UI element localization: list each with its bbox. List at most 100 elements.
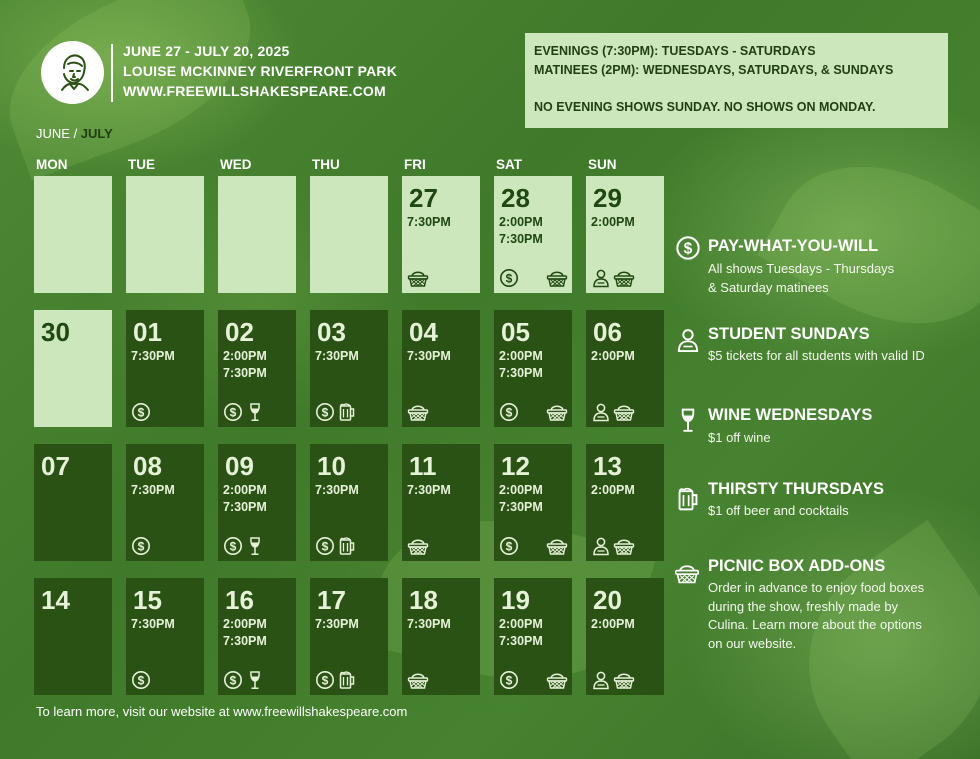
dayname-sun: SUN [588, 157, 617, 172]
basket-icon [407, 268, 429, 288]
legend-line: during the show, freshly made by [708, 598, 899, 614]
show-time: 2:00PM [499, 617, 543, 631]
website-link[interactable]: WWW.FREEWILLSHAKESPEARE.COM [123, 83, 386, 99]
show-time: 7:30PM [499, 232, 543, 246]
svg-text:$: $ [506, 405, 513, 419]
calendar-empty-tue [126, 176, 204, 293]
dollar-icon: $ [315, 670, 335, 690]
svg-text:$: $ [230, 405, 237, 419]
cell-icons: $ [223, 402, 292, 422]
day-number: 20 [593, 585, 622, 615]
cell-icons: $ [499, 402, 568, 422]
show-time: 2:00PM [499, 349, 543, 363]
cell-icons [591, 670, 660, 690]
legend-title-wine: WINE WEDNESDAYS [708, 406, 873, 424]
cell-icons: $ [223, 670, 292, 690]
legend-text-beer: $1 off beer and cocktails [708, 502, 948, 521]
legend-line: & Saturday matinees [708, 279, 829, 295]
show-time: 7:30PM [223, 366, 267, 380]
day-number: 05 [501, 317, 530, 347]
svg-text:$: $ [506, 673, 513, 687]
legend-text-picnic: Order in advance to enjoy food boxes dur… [708, 579, 948, 653]
dollar-icon: $ [499, 268, 519, 288]
cell-icons: $ [499, 670, 568, 690]
cell-icons [407, 670, 476, 690]
legend-beer-icon [675, 486, 701, 512]
legend-line: Culina. Learn more about the options [708, 617, 922, 632]
dollar-icon: $ [223, 402, 243, 422]
svg-text:$: $ [138, 539, 145, 553]
day-number: 16 [225, 585, 254, 615]
show-time: 7:30PM [315, 617, 359, 631]
calendar-empty-thu [310, 176, 388, 293]
calendar-day-30: 30 [34, 310, 112, 427]
calendar-day-02: 02 2:00PM 7:30PM $ [218, 310, 296, 427]
calendar-day-28: 28 2:00PM 7:30PM $ [494, 176, 572, 293]
cell-icons [407, 536, 476, 556]
calendar-day-20: 20 2:00PM [586, 578, 664, 695]
show-time: 7:30PM [223, 634, 267, 648]
legend-line: on our website. [708, 635, 797, 651]
svg-text:$: $ [506, 271, 513, 285]
basket-icon [546, 268, 568, 288]
legend-line: $5 tickets for all students with valid I… [708, 348, 925, 363]
calendar-empty-wed [218, 176, 296, 293]
dayname-wed: WED [220, 157, 252, 172]
dollar-icon: $ [131, 670, 151, 690]
header-divider [111, 44, 113, 102]
calendar-day-12: 12 2:00PM 7:30PM $ [494, 444, 572, 561]
cell-icons [591, 268, 660, 288]
day-number: 12 [501, 451, 530, 481]
cell-icons: $ [131, 402, 200, 422]
day-number: 15 [133, 585, 162, 615]
show-time: 2:00PM [591, 483, 635, 497]
cell-icons: $ [499, 268, 568, 288]
cell-icons: $ [315, 402, 384, 422]
day-number: 17 [317, 585, 346, 615]
calendar-day-07: 07 [34, 444, 112, 561]
show-time: 7:30PM [499, 634, 543, 648]
svg-text:$: $ [230, 673, 237, 687]
calendar-day-04: 04 7:30PM [402, 310, 480, 427]
cell-icons: $ [223, 536, 292, 556]
svg-text:$: $ [322, 673, 329, 687]
wine-icon [245, 402, 265, 422]
show-time: 7:30PM [131, 617, 175, 631]
legend-text-student: $5 tickets for all students with valid I… [708, 347, 968, 366]
wine-icon [245, 670, 265, 690]
calendar-day-18: 18 7:30PM [402, 578, 480, 695]
legend-text-wine: $1 off wine [708, 429, 948, 448]
beer-icon [337, 402, 357, 422]
student-icon [591, 536, 611, 556]
schedule-info-box: EVENINGS (7:30PM): TUESDAYS - SATURDAYS … [525, 33, 948, 128]
show-time: 7:30PM [499, 366, 543, 380]
dollar-icon: $ [499, 536, 519, 556]
dayname-tue: TUE [128, 157, 155, 172]
calendar-day-27: 27 7:30PM [402, 176, 480, 293]
show-time: 2:00PM [591, 617, 635, 631]
show-time: 7:30PM [407, 215, 451, 229]
calendar-day-01: 01 7:30PM $ [126, 310, 204, 427]
dollar-icon: $ [223, 670, 243, 690]
calendar-day-14: 14 [34, 578, 112, 695]
calendar-day-11: 11 7:30PM [402, 444, 480, 561]
show-time: 2:00PM [591, 349, 635, 363]
dollar-icon: $ [131, 402, 151, 422]
day-number: 03 [317, 317, 346, 347]
month-separator: / [69, 126, 81, 141]
calendar-day-17: 17 7:30PM $ [310, 578, 388, 695]
month-july: JULY [80, 126, 113, 141]
show-time: 7:30PM [131, 483, 175, 497]
dollar-icon: $ [315, 536, 335, 556]
calendar-day-06: 06 2:00PM [586, 310, 664, 427]
show-time: 7:30PM [315, 483, 359, 497]
calendar-day-13: 13 2:00PM [586, 444, 664, 561]
month-label: JUNE / JULY [36, 126, 113, 141]
day-number: 28 [501, 183, 530, 213]
day-number: 18 [409, 585, 438, 615]
day-number: 11 [409, 451, 437, 481]
beer-icon [337, 536, 357, 556]
legend-text-pwyw: All shows Tuesdays - Thursdays & Saturda… [708, 260, 948, 297]
svg-text:$: $ [138, 673, 145, 687]
calendar-day-03: 03 7:30PM $ [310, 310, 388, 427]
